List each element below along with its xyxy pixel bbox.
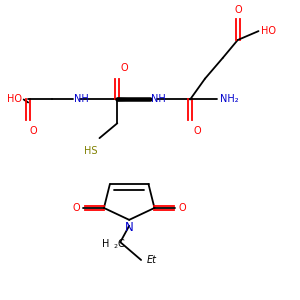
Text: HO: HO — [262, 26, 277, 36]
Text: O: O — [178, 203, 186, 213]
Text: O: O — [235, 5, 242, 15]
Text: 2: 2 — [114, 244, 118, 249]
Text: H: H — [103, 238, 110, 249]
Text: Et: Et — [147, 255, 157, 265]
Text: NH₂: NH₂ — [220, 94, 239, 104]
Text: NH: NH — [74, 94, 89, 104]
Text: HO: HO — [7, 94, 22, 104]
Text: O: O — [73, 203, 80, 213]
Text: N: N — [125, 221, 134, 234]
Text: HS: HS — [85, 146, 98, 155]
Text: O: O — [120, 63, 128, 73]
Text: C: C — [118, 238, 124, 249]
Text: O: O — [30, 126, 37, 136]
Text: NH: NH — [152, 94, 166, 104]
Text: O: O — [193, 126, 201, 136]
Polygon shape — [117, 98, 147, 101]
